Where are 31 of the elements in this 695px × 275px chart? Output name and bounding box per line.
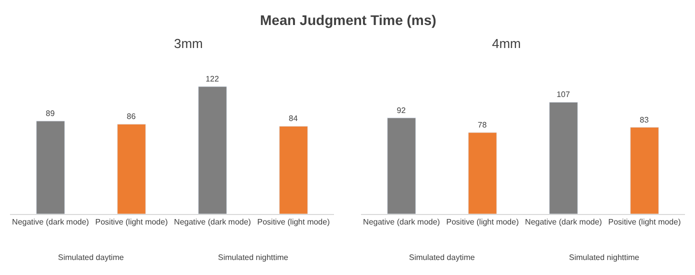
data-label: 122 [206, 74, 220, 84]
x-tick-label: Negative (dark mode) [525, 218, 602, 227]
bar [549, 102, 578, 214]
bar [36, 120, 65, 214]
data-label: 89 [46, 108, 56, 118]
bar [279, 126, 308, 214]
x-tick-label: Negative (dark mode) [174, 218, 252, 227]
x-tick-label: Positive (light mode) [95, 218, 168, 227]
bar [198, 86, 227, 214]
text: Simulated nighttime [218, 253, 289, 262]
chart-subtitle: 3mm [174, 36, 203, 51]
chart-subtitle: 4mm [492, 36, 521, 51]
text: Simulated daytime [58, 253, 124, 262]
chart-title: Mean Judgment Time (ms) [260, 12, 436, 28]
bar [387, 118, 416, 214]
data-label: 107 [556, 90, 570, 100]
x-tick-label: Positive (light mode) [257, 218, 330, 227]
data-label: 84 [288, 114, 298, 124]
data-label: 92 [396, 106, 406, 115]
x-tick-label: Negative (dark mode) [363, 218, 440, 227]
bar [117, 124, 146, 214]
data-label: 83 [640, 115, 650, 124]
data-label: 78 [478, 120, 488, 130]
bar [630, 127, 659, 214]
data-label: 86 [126, 112, 136, 122]
text: Simulated daytime [409, 253, 476, 262]
x-tick-label: Positive (light mode) [608, 218, 682, 227]
x-tick-label: Negative (dark mode) [12, 218, 90, 227]
bar [468, 132, 497, 214]
x-tick-label: Positive (light mode) [446, 218, 520, 227]
text: Simulated nighttime [569, 253, 640, 262]
